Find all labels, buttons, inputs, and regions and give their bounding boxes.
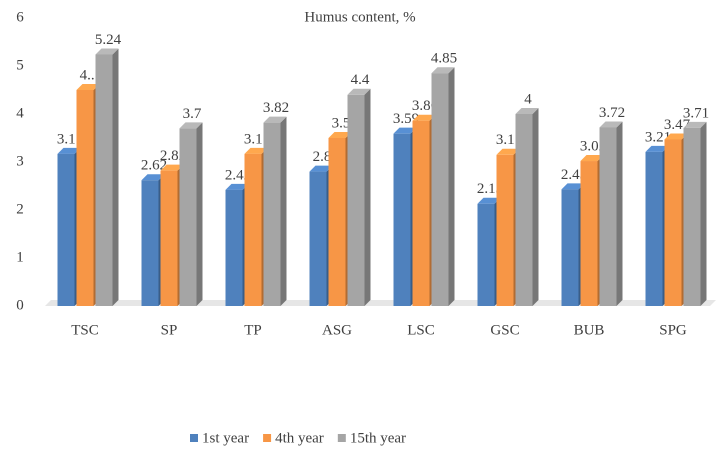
bar bbox=[412, 120, 430, 306]
bar-top bbox=[599, 121, 623, 128]
data-label: 2.62 bbox=[141, 158, 167, 174]
bar-top bbox=[431, 67, 455, 74]
bar bbox=[263, 122, 281, 306]
bar-top bbox=[225, 183, 249, 190]
bar-side bbox=[112, 48, 119, 306]
bar-top bbox=[664, 133, 688, 140]
bar-top bbox=[244, 147, 268, 154]
bar-top bbox=[76, 84, 100, 90]
bar bbox=[160, 170, 178, 306]
bar-side bbox=[448, 67, 455, 306]
bar-side bbox=[280, 116, 287, 306]
y-tick-label: 0 bbox=[16, 297, 24, 313]
y-tick-label: 3 bbox=[16, 153, 24, 169]
bar-top bbox=[57, 147, 81, 154]
legend-label: 1st year bbox=[202, 430, 249, 446]
bar-top bbox=[141, 174, 165, 181]
data-label: 4.4 bbox=[351, 72, 370, 88]
bar bbox=[515, 114, 533, 306]
bar-top bbox=[515, 108, 539, 114]
data-label: 4... bbox=[80, 67, 99, 83]
bar bbox=[225, 189, 243, 306]
bar-top bbox=[645, 145, 669, 152]
bar-top bbox=[347, 88, 371, 95]
data-label: 3.7 bbox=[183, 106, 202, 122]
x-tick-label: TP bbox=[244, 322, 262, 338]
bar-top bbox=[160, 164, 184, 171]
bar bbox=[244, 153, 262, 306]
bar-top bbox=[683, 121, 707, 128]
bar bbox=[328, 138, 346, 306]
bar bbox=[309, 171, 327, 306]
bar-side bbox=[196, 122, 203, 307]
x-tick-label: LSC bbox=[407, 322, 435, 338]
bar bbox=[57, 153, 75, 306]
bar-top bbox=[477, 197, 501, 204]
bar bbox=[496, 154, 514, 306]
bar bbox=[645, 151, 663, 306]
data-label: 3.72 bbox=[599, 105, 625, 121]
data-label: 5.24 bbox=[95, 32, 122, 48]
bar bbox=[561, 189, 579, 306]
legend-swatch bbox=[263, 434, 272, 442]
y-tick-label: 6 bbox=[16, 9, 24, 25]
bar-top bbox=[179, 122, 203, 129]
x-tick-label: SP bbox=[161, 322, 178, 338]
x-tick-label: GSC bbox=[490, 322, 519, 338]
bar bbox=[76, 90, 94, 306]
bar bbox=[664, 139, 682, 306]
bar bbox=[347, 94, 365, 306]
x-tick-label: TSC bbox=[71, 322, 99, 338]
data-label: 3.82 bbox=[263, 100, 289, 116]
bar-top bbox=[580, 155, 604, 162]
x-tick-label: ASG bbox=[322, 322, 352, 338]
bar bbox=[599, 127, 617, 306]
bar-top bbox=[263, 116, 287, 123]
x-tick-label: BUB bbox=[574, 322, 605, 338]
data-label: 4 bbox=[524, 91, 532, 107]
bar-side bbox=[532, 108, 539, 306]
bar bbox=[683, 127, 701, 306]
bar-side bbox=[616, 121, 623, 306]
bar-top bbox=[561, 183, 585, 190]
data-label: 3.5 bbox=[332, 115, 351, 131]
legend-label: 4th year bbox=[275, 430, 324, 446]
bar-side bbox=[364, 88, 371, 306]
floor bbox=[45, 300, 716, 306]
x-tick-label: SPG bbox=[659, 322, 687, 338]
bar bbox=[580, 161, 598, 306]
y-tick-label: 4 bbox=[16, 105, 24, 121]
chart-title: Humus content, % bbox=[304, 9, 415, 25]
bar bbox=[179, 128, 197, 306]
bar-top bbox=[328, 132, 352, 138]
bar-top bbox=[393, 127, 417, 134]
bar-side bbox=[700, 121, 707, 306]
bar-top bbox=[309, 165, 333, 172]
bar bbox=[431, 73, 449, 306]
bar-top bbox=[412, 114, 436, 121]
bar-top bbox=[496, 148, 520, 155]
data-label: 3.71 bbox=[683, 105, 709, 121]
data-label: 4.85 bbox=[431, 51, 457, 67]
y-tick-label: 5 bbox=[16, 57, 24, 73]
bar bbox=[95, 54, 113, 307]
y-tick-label: 1 bbox=[16, 249, 24, 265]
legend-swatch bbox=[190, 434, 198, 442]
y-tick-label: 2 bbox=[16, 201, 24, 217]
bar bbox=[477, 203, 495, 306]
legend-label: 15th year bbox=[350, 430, 406, 446]
legend-swatch bbox=[337, 434, 346, 442]
bar-top bbox=[95, 48, 119, 55]
bar bbox=[393, 133, 411, 306]
data-label: 2.8 bbox=[313, 149, 332, 165]
bar bbox=[141, 180, 159, 306]
